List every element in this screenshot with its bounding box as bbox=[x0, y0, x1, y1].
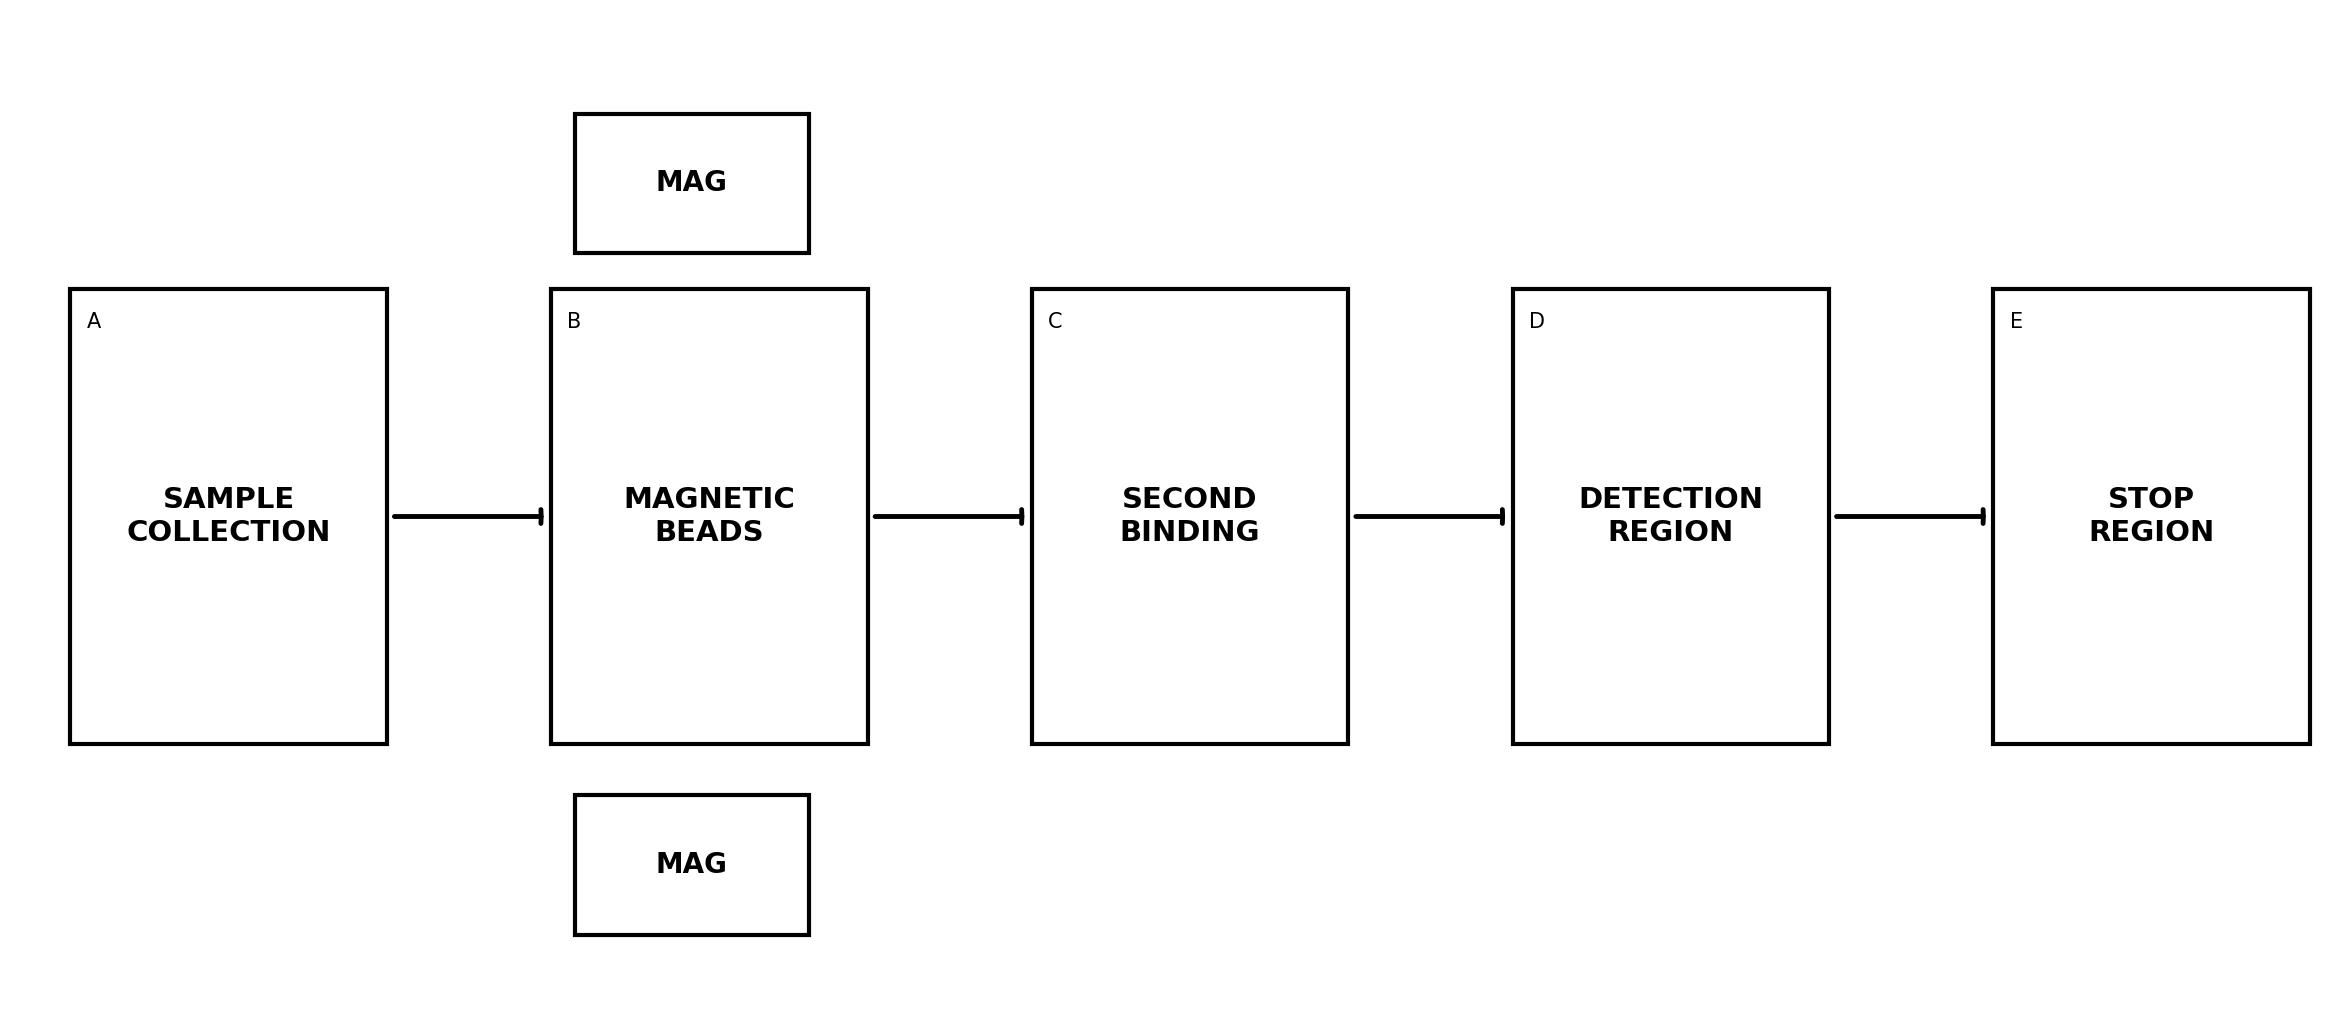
Text: MAG: MAG bbox=[657, 851, 727, 879]
Text: C: C bbox=[1048, 312, 1062, 332]
Text: B: B bbox=[567, 312, 582, 332]
Text: SECOND
BINDING: SECOND BINDING bbox=[1121, 487, 1259, 546]
Text: A: A bbox=[87, 312, 101, 332]
Bar bbox=[70, 289, 387, 744]
Bar bbox=[551, 289, 868, 744]
Text: DETECTION
REGION: DETECTION REGION bbox=[1578, 487, 1763, 546]
Text: D: D bbox=[1529, 312, 1545, 332]
Bar bbox=[1032, 289, 1348, 744]
Bar bbox=[575, 795, 809, 935]
Bar bbox=[1513, 289, 1829, 744]
Text: E: E bbox=[2010, 312, 2024, 332]
Bar bbox=[575, 114, 809, 253]
Text: SAMPLE
COLLECTION: SAMPLE COLLECTION bbox=[127, 487, 331, 546]
Text: MAG: MAG bbox=[657, 169, 727, 197]
Text: MAGNETIC
BEADS: MAGNETIC BEADS bbox=[624, 487, 795, 546]
Bar bbox=[1993, 289, 2310, 744]
Text: STOP
REGION: STOP REGION bbox=[2089, 487, 2214, 546]
